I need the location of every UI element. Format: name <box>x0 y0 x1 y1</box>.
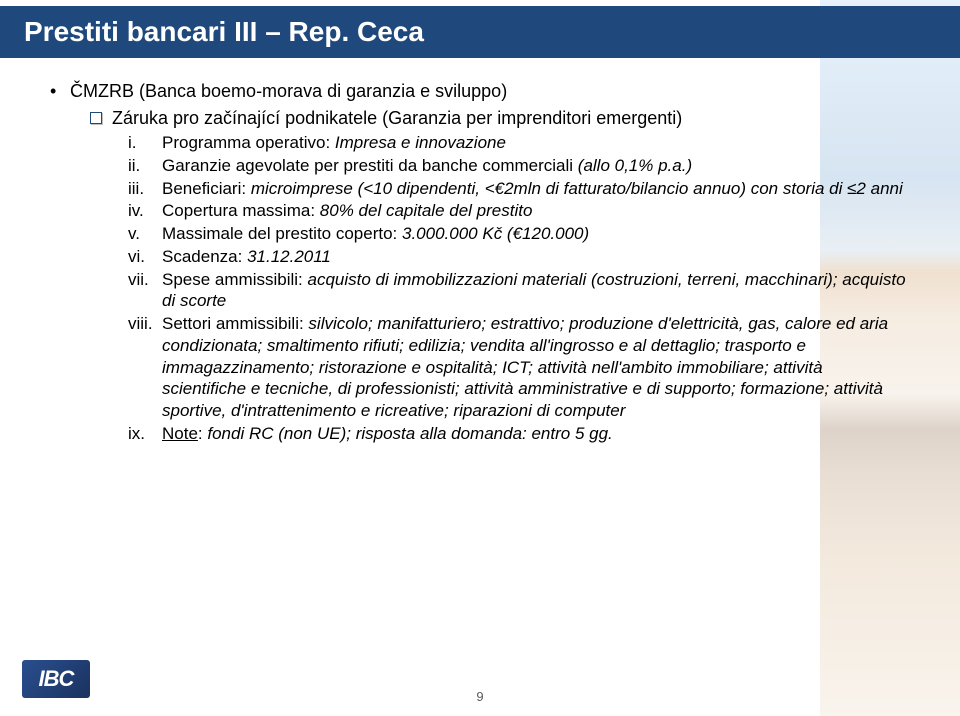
list-marker: v. <box>128 223 162 245</box>
list-item-text: Programma operativo: Impresa e innovazio… <box>162 132 506 154</box>
list-item-text: Massimale del prestito coperto: 3.000.00… <box>162 223 589 245</box>
list-item-text: Copertura massima: 80% del capitale del … <box>162 200 532 222</box>
slide: Prestiti bancari III – Rep. Ceca • ČMZRB… <box>0 0 960 716</box>
list-item-text: Note: fondi RC (non UE); risposta alla d… <box>162 423 613 445</box>
list-item: iv.Copertura massima: 80% del capitale d… <box>128 200 910 222</box>
bullet-level2-text: Záruka pro začínající podnikatele (Garan… <box>112 107 682 130</box>
list-marker: ix. <box>128 423 162 445</box>
title-bar: Prestiti bancari III – Rep. Ceca <box>0 6 960 58</box>
slide-title: Prestiti bancari III – Rep. Ceca <box>24 16 424 48</box>
roman-list: i.Programma operativo: Impresa e innovaz… <box>50 132 910 445</box>
bullet-level1: • ČMZRB (Banca boemo-morava di garanzia … <box>50 80 910 103</box>
list-item: viii.Settori ammissibili: silvicolo; man… <box>128 313 910 422</box>
list-marker: vi. <box>128 246 162 268</box>
list-item: iii.Beneficiari: microimprese (<10 dipen… <box>128 178 910 200</box>
list-item-text: Scadenza: 31.12.2011 <box>162 246 331 268</box>
list-item: vii.Spese ammissibili: acquisto di immob… <box>128 269 910 313</box>
list-item: i.Programma operativo: Impresa e innovaz… <box>128 132 910 154</box>
list-marker: iv. <box>128 200 162 222</box>
list-item: ii.Garanzie agevolate per prestiti da ba… <box>128 155 910 177</box>
bullet-level2: Záruka pro začínající podnikatele (Garan… <box>90 107 910 130</box>
page-number: 9 <box>0 689 960 704</box>
bullet-level1-text: ČMZRB (Banca boemo-morava di garanzia e … <box>70 80 507 103</box>
list-marker: iii. <box>128 178 162 200</box>
list-marker: ii. <box>128 155 162 177</box>
list-item-text: Beneficiari: microimprese (<10 dipendent… <box>162 178 903 200</box>
list-marker: i. <box>128 132 162 154</box>
list-item: v.Massimale del prestito coperto: 3.000.… <box>128 223 910 245</box>
list-item-text: Spese ammissibili: acquisto di immobiliz… <box>162 269 910 313</box>
list-item-text: Garanzie agevolate per prestiti da banch… <box>162 155 692 177</box>
list-marker: viii. <box>128 313 162 422</box>
list-item: vi.Scadenza: 31.12.2011 <box>128 246 910 268</box>
list-item: ix.Note: fondi RC (non UE); risposta all… <box>128 423 910 445</box>
list-marker: vii. <box>128 269 162 313</box>
content-area: • ČMZRB (Banca boemo-morava di garanzia … <box>50 80 910 446</box>
bullet-box-icon <box>90 107 112 130</box>
bullet-dot-icon: • <box>50 80 70 103</box>
list-item-text: Settori ammissibili: silvicolo; manifatt… <box>162 313 910 422</box>
